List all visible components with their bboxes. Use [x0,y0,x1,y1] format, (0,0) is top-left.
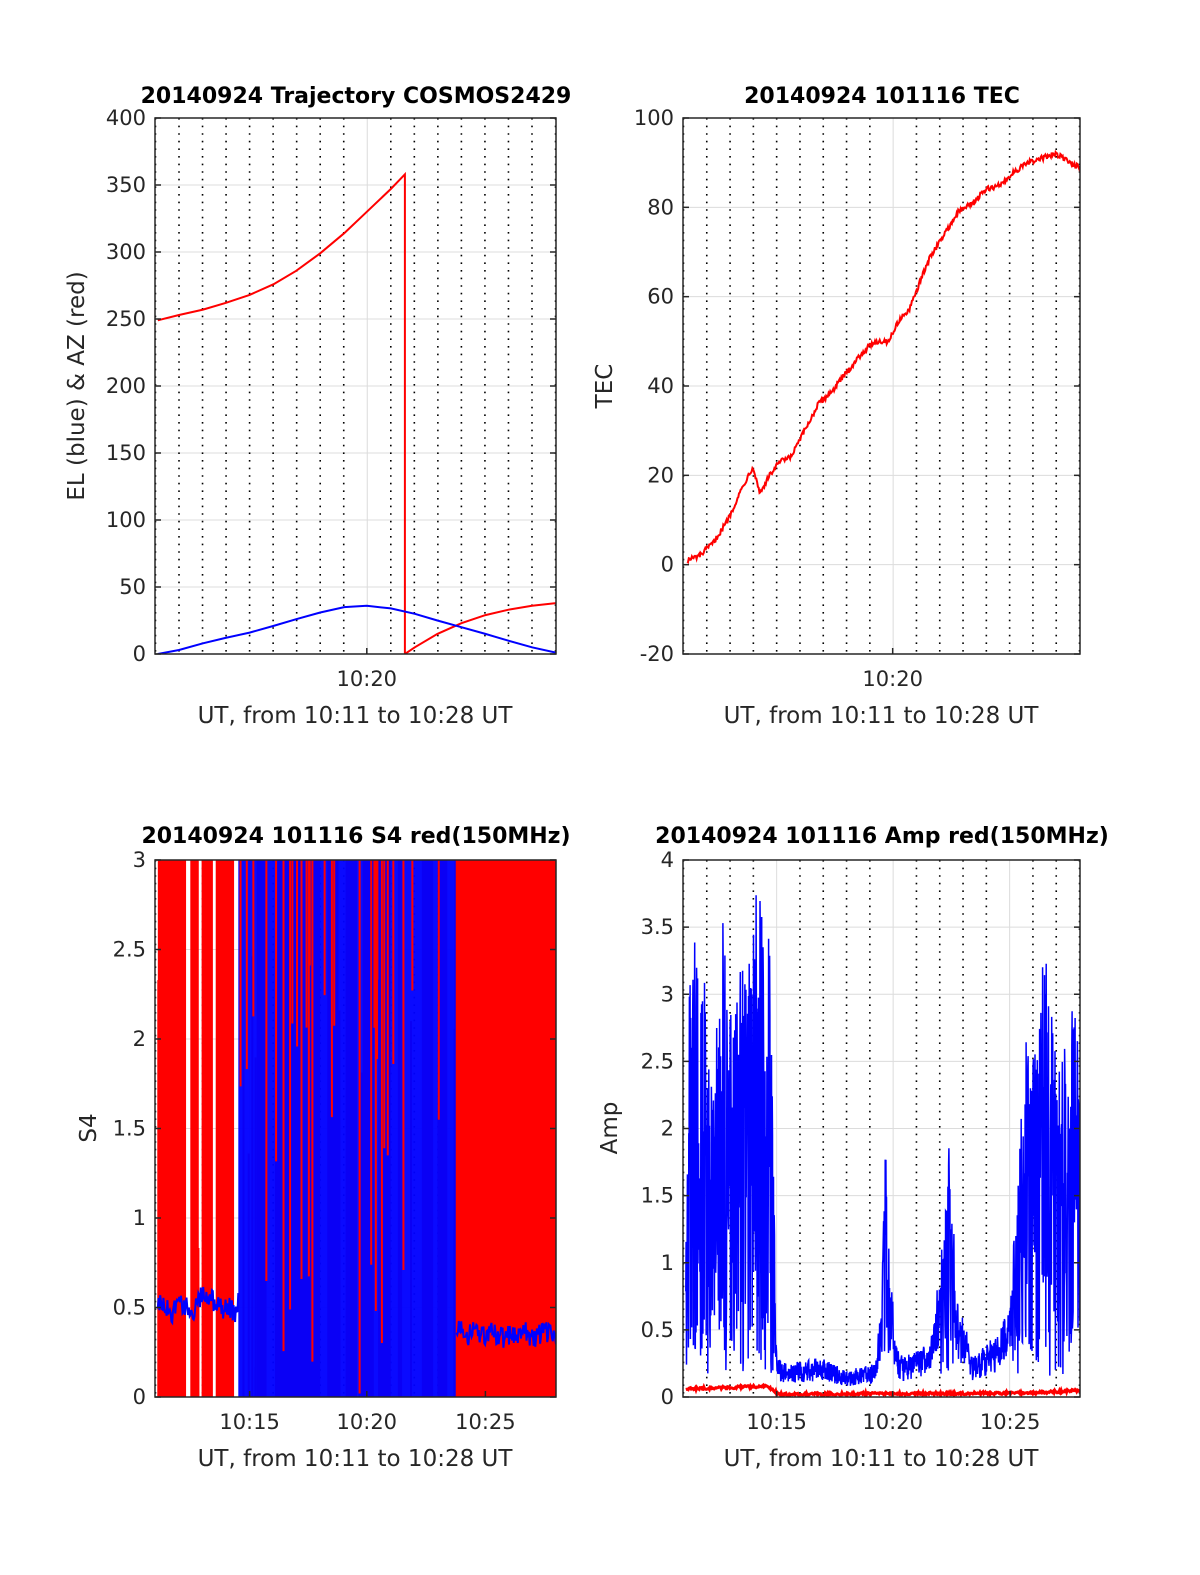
y-tick-label: 0 [661,553,674,577]
y-tick-label: 1.5 [113,1117,146,1141]
panel-s4: 20140924 101116 S4 red(150MHz) UT, from … [76,824,571,1472]
x-axis-label: UT, from 10:11 to 10:28 UT [198,703,514,729]
x-tick-label: 10:15 [219,1410,280,1434]
y-axis-label: TEC [592,364,618,410]
y-tick-label: 40 [647,374,674,398]
series-burst [238,860,456,1397]
y-tick-label: 1 [661,1251,674,1275]
y-tick-label: 100 [106,508,146,532]
tick-layer: 0 50 100 150 200 250 300 350 400 10:20 [106,106,556,691]
y-tick-label: 0.5 [641,1318,674,1342]
plot-layer [157,171,556,654]
series-0-line [685,1382,1080,1397]
y-tick-label: 3.5 [641,915,674,939]
y-tick-label: 0 [133,642,146,666]
series-band [190,860,199,1397]
chart-title: 20140924 101116 Amp red(150MHz) [655,824,1109,849]
y-axis-label: Amp [597,1102,623,1155]
y-tick-label: 1 [133,1206,146,1230]
x-tick-label: 10:25 [455,1410,516,1434]
y-tick-label: 2.5 [641,1049,674,1073]
x-tick-label: 10:20 [862,667,923,691]
y-tick-label: 250 [106,307,146,331]
y-tick-label: 100 [634,106,674,130]
plot-layer [686,149,1080,565]
y-tick-label: 2.5 [113,938,146,962]
series-band [201,860,213,1397]
plot-layer [156,860,556,1397]
plot-layer [685,895,1080,1397]
y-tick-label: 0.5 [113,1296,146,1320]
series-1-line [157,604,556,654]
x-axis-label: UT, from 10:11 to 10:28 UT [198,1446,514,1472]
y-tick-label: 300 [106,240,146,264]
x-tick-label: 10:20 [337,667,398,691]
x-tick-label: 10:20 [337,1410,398,1434]
y-tick-label: 20 [647,463,674,487]
series-1-line [685,895,1080,1386]
y-tick-label: -20 [640,642,674,666]
tick-layer: 0 0.5 1 1.5 2 2.5 3 10:15 10:20 10:25 [113,848,556,1434]
y-axis-label: EL (blue) & AZ (red) [64,271,90,500]
y-tick-label: 0 [661,1385,674,1409]
y-tick-label: 0 [133,1385,146,1409]
y-tick-label: 2 [133,1027,146,1051]
tick-layer: 0 0.5 1 1.5 2 2.5 3 3.5 4 10:15 10:20 10:25 [641,848,1080,1434]
x-axis-label: UT, from 10:11 to 10:28 UT [724,703,1040,729]
x-axis-label: UT, from 10:11 to 10:28 UT [724,1446,1040,1472]
y-tick-label: 3 [661,982,674,1006]
y-tick-label: 350 [106,173,146,197]
series-0-line [157,171,556,654]
y-tick-label: 3 [133,848,146,872]
y-axis-label: S4 [76,1113,102,1142]
x-tick-label: 10:15 [746,1410,807,1434]
chart-title: 20140924 Trajectory COSMOS2429 [141,84,572,109]
y-tick-label: 200 [106,374,146,398]
chart-title: 20140924 101116 S4 red(150MHz) [141,824,570,849]
panel-amp: 20140924 101116 Amp red(150MHz) UT, from… [597,824,1109,1472]
series-band [454,860,556,1397]
tick-layer: -20 0 20 40 60 80 100 10:20 [634,106,1080,691]
y-tick-label: 80 [647,195,674,219]
x-tick-label: 10:25 [980,1410,1041,1434]
y-tick-label: 1.5 [641,1184,674,1208]
y-tick-label: 400 [106,106,146,130]
panel-trajectory: 20140924 Trajectory COSMOS2429 UT, from … [64,84,571,729]
series-1-line [156,1286,556,1348]
chart-title: 20140924 101116 TEC [744,84,1020,109]
x-tick-label: 10:20 [862,1410,923,1434]
y-tick-label: 2 [661,1117,674,1141]
panel-tec: 20140924 101116 TEC UT, from 10:11 to 10… [592,84,1081,729]
series-0-line [686,149,1080,565]
y-tick-label: 60 [647,285,674,309]
y-tick-label: 150 [106,441,146,465]
y-tick-label: 4 [661,848,674,872]
y-tick-label: 50 [119,575,146,599]
